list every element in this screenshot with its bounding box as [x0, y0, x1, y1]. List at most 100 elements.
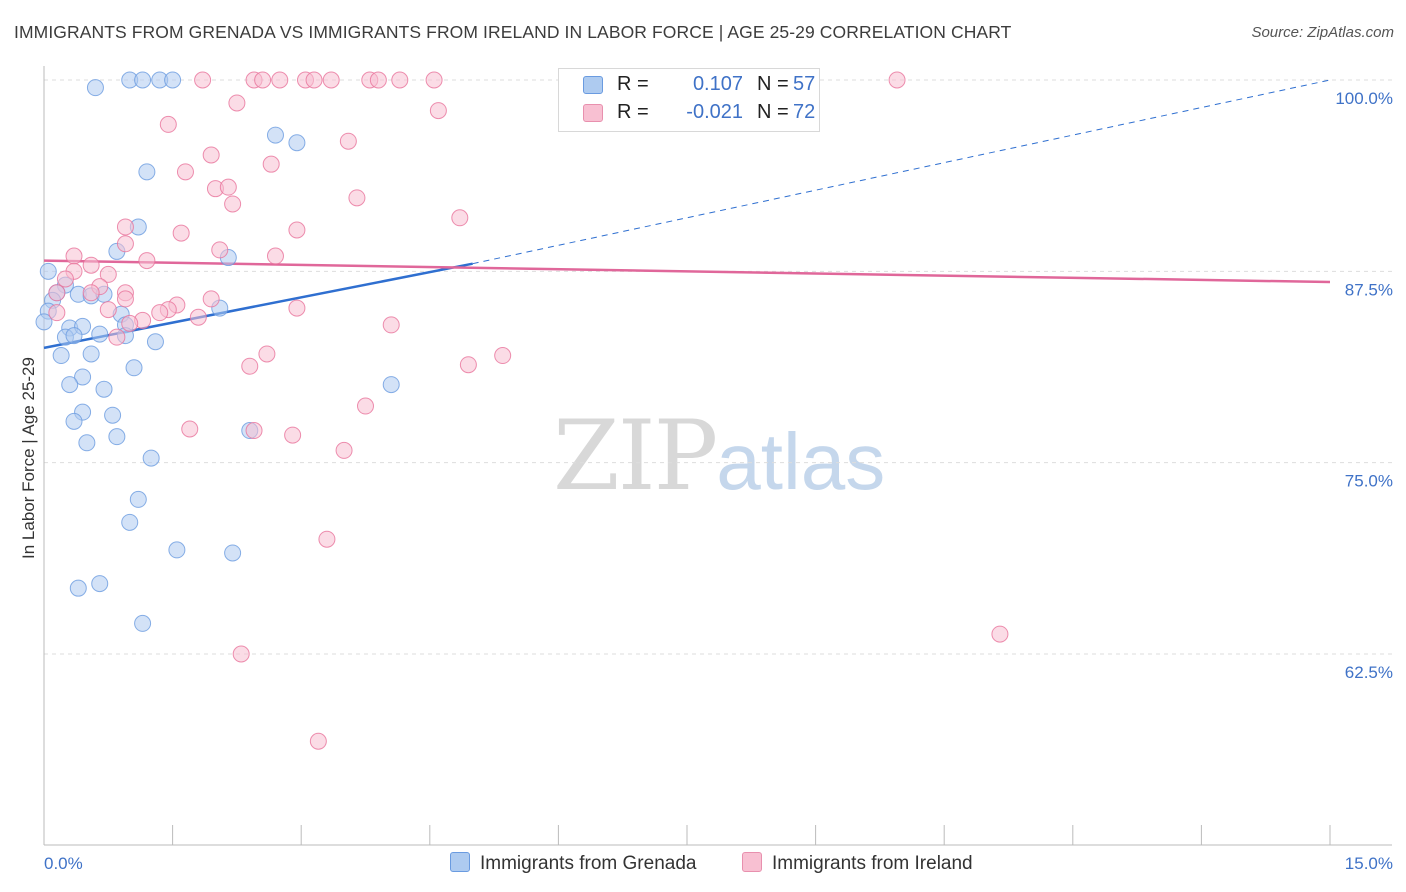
point-ireland [108, 328, 126, 346]
y-tick-label: 100.0% [1335, 89, 1393, 108]
point-ireland [288, 299, 306, 317]
point-ireland [241, 357, 259, 375]
point-ireland [271, 71, 289, 89]
point-ireland [82, 256, 100, 274]
point-ireland [48, 304, 66, 322]
chart-title: IMMIGRANTS FROM GRENADA VS IMMIGRANTS FR… [14, 22, 1012, 42]
point-ireland [228, 94, 246, 112]
point-grenada [104, 406, 122, 424]
point-grenada [142, 449, 160, 467]
point-grenada [288, 134, 306, 152]
legend-r-label: R = [617, 73, 649, 95]
point-ireland [425, 71, 443, 89]
point-ireland [202, 146, 220, 164]
watermark: ZIPatlas [553, 400, 885, 512]
point-ireland [888, 71, 906, 89]
axes [43, 66, 1392, 846]
point-grenada [69, 579, 87, 597]
point-ireland [224, 195, 242, 213]
point-ireland [211, 241, 229, 259]
point-ireland [357, 397, 374, 415]
point-ireland [181, 420, 199, 438]
point-grenada [35, 313, 53, 331]
point-grenada [61, 376, 79, 394]
point-ireland [189, 308, 207, 326]
point-ireland [254, 71, 272, 89]
point-ireland [151, 304, 169, 322]
point-ireland [369, 71, 387, 89]
point-grenada [91, 325, 109, 343]
point-ireland [494, 347, 512, 365]
point-ireland [65, 247, 83, 265]
legend-n-label: N = [757, 73, 789, 95]
point-ireland [459, 356, 477, 374]
point-ireland [245, 422, 263, 440]
point-grenada [39, 262, 57, 280]
point-ireland [159, 115, 177, 133]
point-ireland [322, 71, 340, 89]
point-grenada [65, 412, 83, 430]
point-ireland [309, 732, 327, 750]
point-ireland [82, 284, 100, 302]
point-grenada [382, 376, 400, 394]
bottom-legend-ireland: Immigrants from Ireland [742, 852, 973, 875]
point-grenada [125, 359, 143, 377]
point-grenada [65, 327, 83, 345]
watermark-atlas: atlas [716, 417, 886, 506]
point-ireland [202, 290, 220, 308]
point-grenada [108, 428, 126, 446]
point-ireland [391, 71, 409, 89]
watermark-zip: ZIP [553, 400, 718, 512]
point-ireland [194, 71, 212, 89]
point-ireland [232, 645, 250, 663]
y-tick-label: 62.5% [1345, 663, 1393, 682]
point-grenada [168, 541, 186, 559]
point-ireland [266, 247, 284, 265]
y-axis-title: In Labor Force | Age 25-29 [19, 357, 38, 559]
y-tick-label: 75.0% [1345, 472, 1393, 491]
legend-r-value: -0.021 [686, 101, 743, 123]
source-label: Source: ZipAtlas.com [1251, 24, 1394, 41]
point-ireland [116, 235, 134, 253]
correlation-legend: R = 0.107 N = 57 R = -0.021 N = 72 [558, 68, 820, 132]
point-ireland [335, 441, 353, 459]
point-grenada [86, 79, 104, 97]
point-grenada [134, 614, 152, 632]
point-grenada [95, 380, 113, 398]
point-grenada [164, 71, 182, 89]
bottom-legend-swatch-ireland [742, 852, 762, 872]
point-ireland [451, 209, 469, 227]
bottom-legend-swatch-grenada [450, 852, 470, 872]
point-ireland [219, 178, 237, 196]
point-grenada [91, 575, 109, 593]
axis-labels: 62.5% 75.0% 87.5% 100.0% 0.0% 15.0% In Labor F… [19, 89, 1393, 873]
trend-line-grenada-extension [472, 79, 1331, 265]
legend-n-value: 72 [793, 101, 816, 123]
bottom-legend-grenada: Immigrants from Grenada [450, 852, 696, 875]
point-ireland [305, 71, 323, 89]
point-ireland [121, 314, 139, 332]
point-grenada [224, 544, 242, 562]
point-ireland [382, 316, 400, 334]
point-ireland [258, 345, 276, 363]
point-grenada [138, 163, 156, 181]
point-ireland [138, 252, 156, 270]
point-ireland [262, 155, 280, 173]
legend-swatch-grenada [583, 76, 603, 94]
x-tick-label-max: 15.0% [1345, 854, 1393, 873]
point-grenada [52, 347, 70, 365]
point-ireland [429, 102, 447, 120]
point-grenada [82, 345, 100, 363]
legend-swatch-ireland [583, 104, 603, 122]
trend-line-ireland [43, 259, 1331, 284]
point-grenada [134, 71, 152, 89]
legend-n-label: N = [757, 101, 789, 123]
point-grenada [129, 490, 147, 508]
point-grenada [74, 368, 92, 386]
data-points [35, 71, 1009, 750]
legend-n-value: 57 [793, 73, 816, 95]
point-ireland [116, 218, 134, 236]
point-ireland [318, 530, 336, 548]
point-ireland [56, 270, 74, 288]
